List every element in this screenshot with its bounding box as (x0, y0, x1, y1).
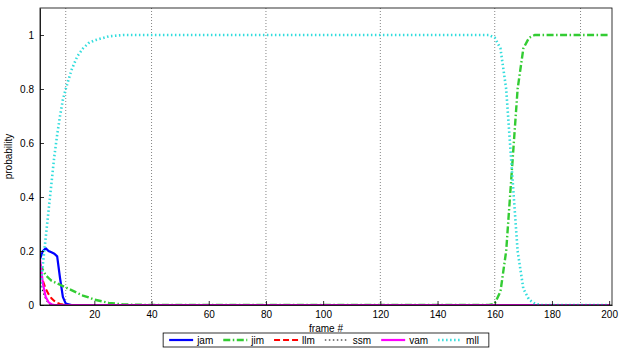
legend-swatch (438, 339, 462, 342)
tick-label: 20 (89, 309, 101, 320)
tick-mark (152, 301, 153, 305)
legend-label: jam (196, 335, 213, 346)
legend-swatch (169, 339, 193, 341)
series-line (40, 273, 609, 305)
tick-mark (609, 301, 610, 305)
plot: 20 40 60 80 100 120 140 160 180 200 0 0.2 0.4 0.6 0.8 1 (20, 8, 618, 320)
tick: 140 (430, 301, 447, 320)
tick-mark (40, 143, 44, 144)
tick-mark (40, 305, 44, 306)
tick-label: 120 (372, 309, 389, 320)
tick: 200 (601, 301, 618, 320)
legend-label: llm (302, 335, 315, 346)
tick-mark (94, 301, 95, 305)
plot-frame (40, 8, 612, 305)
legend-label: mll (466, 335, 479, 346)
legend-swatch (274, 339, 298, 341)
tick: 40 (146, 301, 158, 320)
tick: 120 (372, 301, 389, 320)
legend-item: ssm (325, 335, 371, 346)
frame-marker (494, 8, 495, 305)
tick: 0.6 (20, 138, 44, 149)
series-line (40, 259, 609, 305)
tick: 80 (261, 301, 273, 320)
tick: 60 (204, 301, 216, 320)
tick: 160 (487, 301, 504, 320)
tick: 100 (315, 301, 332, 320)
tick-mark (495, 301, 496, 305)
tick-label: 0.4 (20, 192, 34, 203)
frame-marker (265, 8, 266, 305)
legend-label: jim (250, 335, 264, 346)
legend-box (163, 333, 489, 347)
series-line (40, 35, 609, 305)
tick-label: 0.6 (20, 138, 34, 149)
tick: 0.2 (20, 246, 44, 257)
tick-mark (40, 89, 44, 90)
legend-swatch (223, 339, 247, 341)
tick-label: 80 (261, 309, 273, 320)
series-line (40, 35, 609, 305)
frame-marker (380, 8, 381, 305)
y-axis: 0 0.2 0.4 0.6 0.8 1 (20, 9, 44, 311)
tick-label: 0.2 (20, 246, 34, 257)
tick-label: 40 (146, 309, 158, 320)
legend-item: vam (381, 335, 428, 346)
tick-mark (438, 301, 439, 305)
legend-label: ssm (353, 335, 371, 346)
tick-mark (40, 251, 44, 252)
tick-mark (323, 301, 324, 305)
tick-label: 0.8 (20, 84, 34, 95)
tick: 180 (544, 301, 561, 320)
legend-swatch (325, 340, 349, 341)
tick-label: 0 (28, 300, 34, 311)
tick-mark (380, 301, 381, 305)
plot-background (40, 8, 612, 305)
tick: 0.8 (20, 84, 44, 95)
axis-line (40, 9, 41, 306)
frame-marker (65, 8, 66, 305)
tick-mark (209, 301, 210, 305)
legend-item: llm (274, 335, 315, 346)
tick-label: 180 (544, 309, 561, 320)
data-area (40, 8, 609, 305)
frame-marker (580, 8, 581, 305)
legend-item: mll (438, 335, 479, 346)
legend: jam jim llm ssm vam mll (163, 333, 489, 347)
tick-label: 60 (204, 309, 216, 320)
tick-mark (40, 35, 44, 36)
tick-label: 1 (28, 30, 34, 41)
tick-label: 100 (315, 309, 332, 320)
x-axis-title: frame # (309, 323, 343, 334)
tick: 1 (28, 30, 44, 41)
tick-label: 200 (601, 309, 618, 320)
series-line (40, 248, 609, 305)
y-axis-title: probability (3, 134, 14, 180)
x-axis: 20 40 60 80 100 120 140 160 180 200 (41, 301, 619, 320)
tick-mark (40, 197, 44, 198)
axis-line (41, 305, 613, 306)
tick: 0.4 (20, 192, 44, 203)
legend-label: vam (409, 335, 428, 346)
legend-item: jim (223, 335, 264, 346)
tick: 20 (89, 301, 101, 320)
legend-swatch (381, 339, 405, 341)
legend-item: jam (169, 335, 213, 346)
tick: 0 (28, 300, 44, 311)
tick-label: 140 (430, 309, 447, 320)
chart: 20 40 60 80 100 120 140 160 180 200 0 0.2 0.4 0.6 0.8 1… (0, 0, 620, 349)
frame-marker (151, 8, 152, 305)
tick-label: 160 (487, 309, 504, 320)
tick-mark (552, 301, 553, 305)
tick-mark (266, 301, 267, 305)
